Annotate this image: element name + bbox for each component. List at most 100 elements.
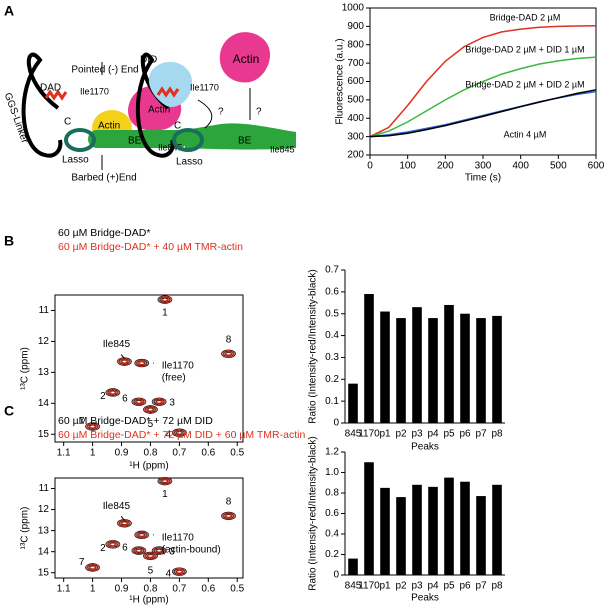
y-tick-label: 800 [347,39,364,50]
peak-contour [133,398,145,405]
peak-contour [154,548,164,554]
peak-contour [139,361,145,365]
series-line [369,25,597,138]
dad [156,86,180,98]
peak-label: 5 [148,566,154,577]
peak-contour [153,398,165,405]
peak-contour [136,531,148,538]
peak-contour [224,513,233,519]
bar [492,484,502,575]
peak-contour [160,478,170,484]
peak-contour [136,400,142,404]
bar [364,294,374,423]
diagram-label: Barbed (+)End [71,173,136,184]
peak-contour [226,514,231,518]
peak-contour [175,430,184,436]
peak-label: 6 [122,542,128,553]
bar [476,496,486,575]
peak-label: Ile1170 [162,361,195,372]
peak-contour [145,552,156,559]
did [148,61,193,108]
bar [364,462,374,575]
peak-label: 1 [162,307,168,318]
x-tick-label: p4 [427,581,439,592]
x-tick-label: 1.1 [57,584,71,595]
x-tick-label: 0.8 [143,448,157,459]
linker [21,52,63,158]
peak-contour [138,532,146,537]
bar [428,486,438,575]
peak-contour [133,547,145,554]
peak-contour [162,298,168,302]
peak-contour [105,540,121,549]
peak-contour [110,391,116,394]
x-tick-label: 845 [345,581,362,592]
x-tick-label: 100 [399,161,416,172]
peak-label: Ile845 [103,501,131,512]
peak-label: 5 [148,419,154,430]
peak-contour [158,295,172,304]
y-tick-label: 15 [38,429,50,440]
peak-contour [221,349,236,358]
series-line [369,56,597,138]
peak-contour [144,552,157,560]
y-tick-label: 15 [38,567,50,578]
peak-label: 4 [166,429,172,440]
panel-label: C [4,403,14,419]
lasso [172,128,204,152]
diagram-label: DID [140,55,157,66]
x-axis-label: Peaks [411,442,439,453]
peak-contour [155,548,163,553]
leader [120,515,125,521]
arrow [197,99,213,129]
y-tick-label: 0.2 [325,374,339,385]
bar [380,487,390,575]
peak-contour [148,554,153,558]
peak-label: 1 [162,489,168,500]
peak-contour [161,297,169,302]
peak-contour [151,397,167,406]
series-label: Bridge-DAD 2 µM [490,12,561,22]
x-tick-label: p1 [379,429,391,440]
x-tick-label: p8 [491,429,503,440]
peak-contour [226,352,231,356]
peak-contour [122,360,127,363]
peak-contour [176,430,183,435]
peak-contour [172,567,187,576]
peak-contour [144,405,157,414]
bar [348,558,358,575]
y-axis-label: Ratio (Intensity-red/Intensity-black) [308,269,319,424]
x-tick-label: 0.7 [172,584,186,595]
peak-contour [157,476,173,486]
peak-contour [224,351,233,357]
plot-frame [54,294,244,443]
peak-label: 3 [169,546,175,557]
peak-contour [87,564,98,571]
peak-label: 2 [100,543,106,554]
peak-label: 3 [169,397,175,408]
peak-contour [161,479,169,484]
y-tick-label: 0.8 [325,488,339,499]
peak-label: 7 [79,416,85,427]
peak-contour [85,563,100,572]
x-tick-label: p2 [395,429,407,440]
y-tick-label: 11 [39,305,50,316]
bar [444,477,454,575]
peak-contour [105,388,121,397]
bar [428,318,438,423]
diagram-label: C [64,117,71,128]
series-label: Bridge-DAD 2 µM + DID 1 µM [465,44,584,54]
peak-contour [225,513,232,518]
x-tick-label: 1 [90,448,96,459]
bar [492,315,502,423]
peak-contour [136,359,148,367]
peak-label: 4 [166,568,172,579]
bar [460,481,470,575]
y-tick-label: 900 [347,21,364,32]
peak-contour [147,553,154,558]
x-tick-label: p3 [411,581,423,592]
x-tick-label: 500 [550,161,567,172]
be [185,123,296,150]
peak-contour [120,520,129,526]
peak-contour [143,551,158,561]
